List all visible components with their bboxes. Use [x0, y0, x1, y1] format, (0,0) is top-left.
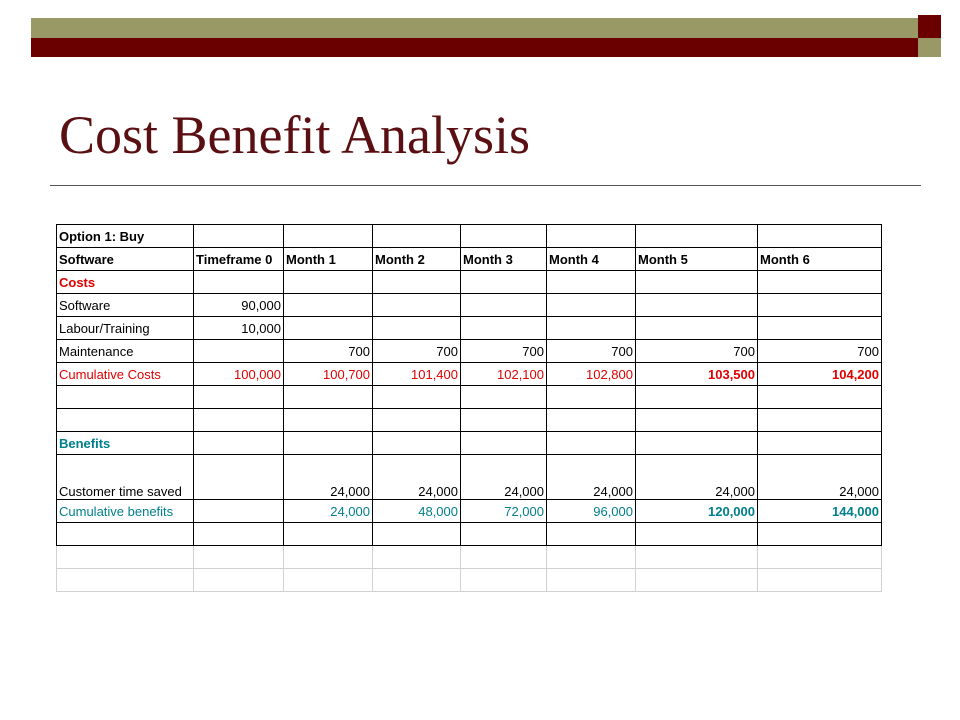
value-cell: 700 — [635, 339, 758, 363]
table-row: Labour/Training 10,000 — [56, 316, 882, 340]
value-cell: 100,700 — [283, 362, 373, 386]
table-row — [56, 385, 882, 409]
row-label: Cumulative benefits — [56, 499, 194, 523]
value-cell: 700 — [757, 339, 882, 363]
top-accent-stripe — [31, 38, 941, 57]
value-cell: 48,000 — [372, 499, 461, 523]
table-row — [56, 568, 882, 592]
header-cell: Month 5 — [635, 247, 758, 271]
corner-square-olive — [918, 38, 941, 57]
benefits-section-label: Benefits — [56, 431, 194, 455]
table-row: Software 90,000 — [56, 293, 882, 317]
value-cell: 100,000 — [193, 362, 284, 386]
cost-benefit-table: Option 1: Buy Software Timeframe 0 Month… — [56, 224, 882, 592]
value-cell: 24,000 — [372, 454, 461, 500]
header-cell: Month 1 — [283, 247, 373, 271]
value-cell: 72,000 — [460, 499, 547, 523]
header-cell: Month 3 — [460, 247, 547, 271]
value-cell: 700 — [546, 339, 636, 363]
table-row — [56, 545, 882, 569]
header-cell: Software — [56, 247, 194, 271]
value-cell: 24,000 — [757, 454, 882, 500]
table-row: Benefits — [56, 431, 882, 455]
top-accent-bar — [31, 18, 941, 38]
value-cell: 24,000 — [460, 454, 547, 500]
table-row — [56, 522, 882, 546]
header-cell: Month 4 — [546, 247, 636, 271]
table-row: Cumulative Costs 100,000 100,700 101,400… — [56, 362, 882, 386]
slide-title: Cost Benefit Analysis — [59, 105, 530, 165]
row-label: Labour/Training — [56, 316, 194, 340]
value-cell: 96,000 — [546, 499, 636, 523]
value-cell — [193, 499, 284, 523]
table-row: Cumulative benefits 24,000 48,000 72,000… — [56, 499, 882, 523]
value-cell: 24,000 — [283, 499, 373, 523]
table-row — [56, 408, 882, 432]
value-cell: 700 — [460, 339, 547, 363]
value-cell: 144,000 — [757, 499, 882, 523]
table-row: Maintenance 700 700 700 700 700 700 — [56, 339, 882, 363]
table-row: Option 1: Buy — [56, 224, 882, 248]
value-cell: 102,100 — [460, 362, 547, 386]
value-cell: 700 — [372, 339, 461, 363]
table-row: Customer time saved 24,000 24,000 24,000… — [56, 454, 882, 500]
row-label: Maintenance — [56, 339, 194, 363]
header-cell: Month 2 — [372, 247, 461, 271]
costs-section-label: Costs — [56, 270, 194, 294]
value-cell: 120,000 — [635, 499, 758, 523]
corner-square-dark — [918, 15, 941, 38]
value-cell: 104,200 — [757, 362, 882, 386]
table-row: Costs — [56, 270, 882, 294]
header-row: Software Timeframe 0 Month 1 Month 2 Mon… — [56, 247, 882, 271]
value-cell: 90,000 — [193, 293, 284, 317]
value-cell: 103,500 — [635, 362, 758, 386]
value-cell — [193, 454, 284, 500]
header-cell: Month 6 — [757, 247, 882, 271]
row-label: Software — [56, 293, 194, 317]
value-cell: 700 — [283, 339, 373, 363]
title-divider — [50, 185, 921, 186]
value-cell: 24,000 — [546, 454, 636, 500]
row-label: Cumulative Costs — [56, 362, 194, 386]
value-cell: 24,000 — [635, 454, 758, 500]
option-label: Option 1: Buy — [56, 224, 194, 248]
header-cell: Timeframe 0 — [193, 247, 284, 271]
value-cell: 102,800 — [546, 362, 636, 386]
value-cell: 101,400 — [372, 362, 461, 386]
value-cell: 24,000 — [283, 454, 373, 500]
row-label: Customer time saved — [56, 454, 194, 500]
value-cell — [193, 339, 284, 363]
value-cell: 10,000 — [193, 316, 284, 340]
